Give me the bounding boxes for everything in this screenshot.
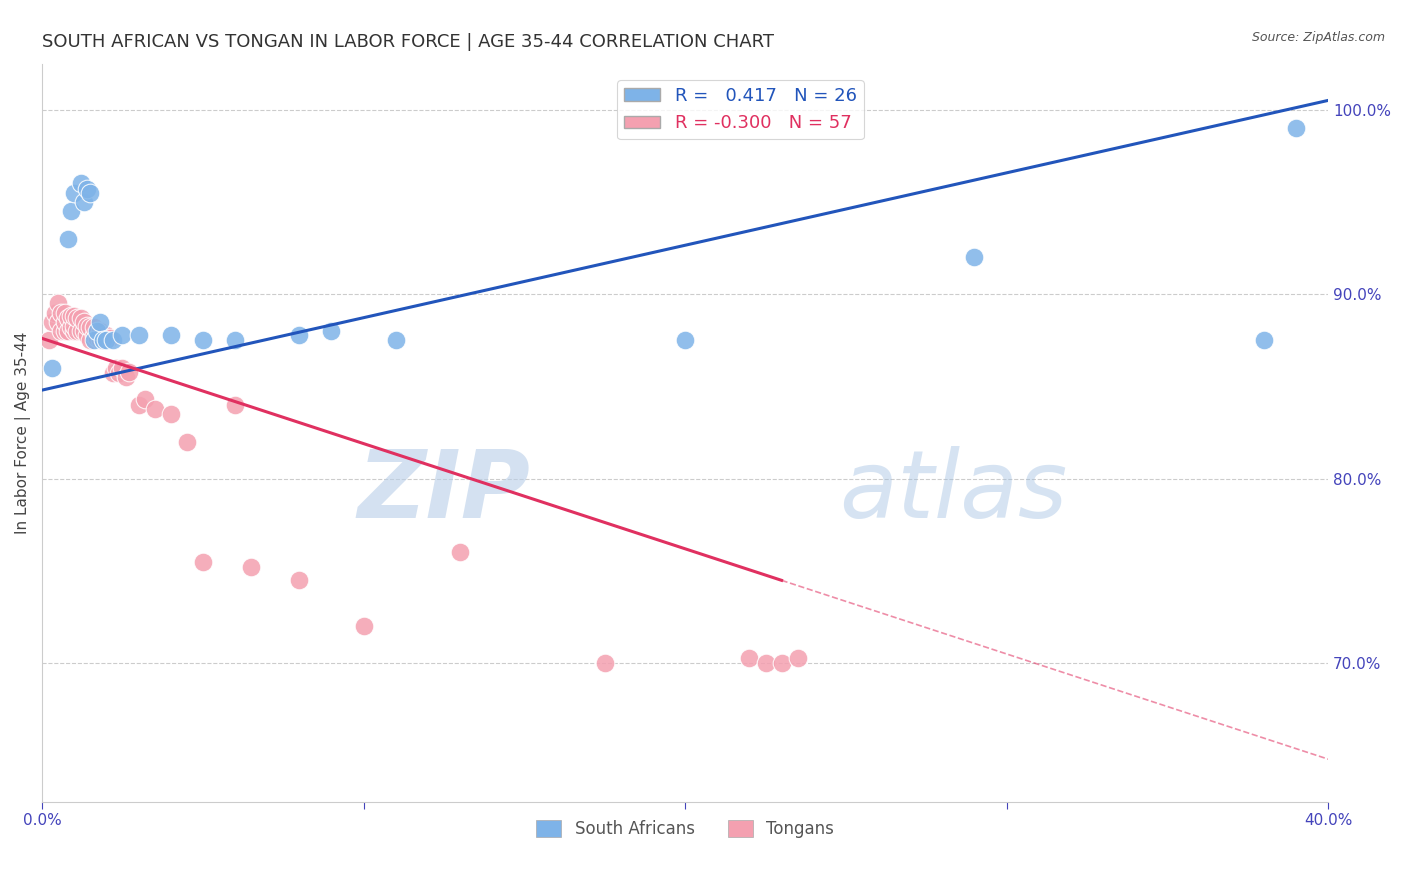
Point (63, 324, 86, 338)
Point (143, 401, 166, 416)
Point (60, 320, 83, 334)
Point (56, 232, 79, 246)
Point (96, 327, 118, 342)
Point (963, 250, 986, 264)
Point (53, 315, 76, 329)
Point (321, 324, 343, 338)
Point (738, 650, 761, 665)
Point (89, 315, 111, 329)
Point (89, 333, 111, 347)
Point (76, 318, 98, 333)
Point (1253, 333, 1275, 347)
Point (73, 194, 96, 209)
Point (60, 310, 83, 324)
Point (176, 434, 198, 449)
Point (224, 333, 246, 347)
Point (288, 327, 311, 342)
Point (46, 296, 69, 310)
Point (76, 182, 98, 196)
Point (51, 305, 73, 319)
Point (101, 367, 124, 381)
Point (118, 365, 141, 379)
Point (83, 327, 105, 342)
Point (38, 333, 60, 347)
Point (128, 398, 150, 412)
Point (63, 310, 86, 324)
Point (60, 204, 83, 219)
Point (384, 333, 406, 347)
Point (79, 333, 101, 347)
Point (134, 392, 156, 407)
Point (91, 333, 114, 347)
Point (91, 333, 114, 347)
Text: Source: ZipAtlas.com: Source: ZipAtlas.com (1251, 31, 1385, 45)
Y-axis label: In Labor Force | Age 35-44: In Labor Force | Age 35-44 (15, 331, 31, 533)
Point (159, 407, 181, 421)
Point (69, 324, 91, 338)
Point (786, 650, 808, 665)
Point (191, 555, 214, 569)
Point (673, 333, 696, 347)
Point (111, 327, 134, 342)
Point (53, 324, 76, 338)
Point (191, 333, 214, 347)
Legend: South Africans, Tongans: South Africans, Tongans (530, 814, 841, 845)
Point (66, 324, 89, 338)
Point (128, 327, 150, 342)
Point (108, 367, 131, 381)
Point (73, 315, 96, 329)
Point (593, 656, 616, 670)
Point (44, 305, 66, 319)
Point (76, 327, 98, 342)
Point (111, 361, 134, 376)
Point (101, 333, 124, 347)
Point (98, 331, 121, 345)
Point (63, 186, 86, 200)
Text: SOUTH AFRICAN VS TONGAN IN LABOR FORCE | AGE 35-44 CORRELATION CHART: SOUTH AFRICAN VS TONGAN IN LABOR FORCE |… (42, 33, 775, 51)
Point (86, 324, 108, 338)
Point (114, 370, 136, 384)
Point (86, 331, 108, 345)
Point (770, 656, 793, 670)
Point (224, 398, 246, 412)
Point (41, 315, 63, 329)
Point (754, 656, 776, 670)
Point (56, 324, 79, 338)
Point (83, 320, 105, 334)
Point (105, 361, 128, 376)
Point (41, 361, 63, 376)
Point (83, 333, 105, 347)
Point (79, 320, 101, 334)
Point (449, 545, 471, 559)
Text: ZIP: ZIP (359, 446, 531, 538)
Point (69, 311, 91, 326)
Point (79, 186, 101, 200)
Point (66, 311, 89, 326)
Point (63, 318, 86, 333)
Point (46, 315, 69, 329)
Point (159, 327, 181, 342)
Point (240, 560, 263, 574)
Point (89, 324, 111, 338)
Point (56, 311, 79, 326)
Point (96, 333, 118, 347)
Text: atlas: atlas (839, 446, 1067, 537)
Point (73, 324, 96, 338)
Point (69, 177, 91, 191)
Point (51, 324, 73, 338)
Point (288, 573, 311, 587)
Point (1285, 121, 1308, 136)
Point (53, 305, 76, 319)
Point (353, 619, 375, 633)
